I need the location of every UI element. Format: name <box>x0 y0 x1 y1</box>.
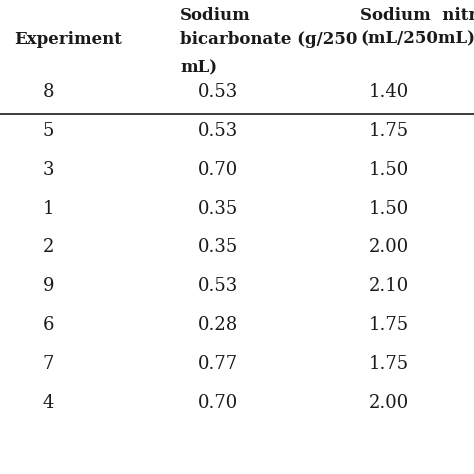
Text: Sodium: Sodium <box>180 7 251 24</box>
Text: 1.75: 1.75 <box>369 122 409 140</box>
Text: 0.28: 0.28 <box>198 316 238 334</box>
Text: 5: 5 <box>43 122 54 140</box>
Text: 2.10: 2.10 <box>369 277 409 295</box>
Text: 2.00: 2.00 <box>369 238 409 256</box>
Text: Sodium  nitrate: Sodium nitrate <box>360 7 474 24</box>
Text: 0.77: 0.77 <box>198 355 238 373</box>
Text: 0.70: 0.70 <box>198 394 238 412</box>
Text: 1.50: 1.50 <box>369 200 409 218</box>
Text: 0.53: 0.53 <box>198 122 238 140</box>
Text: 0.53: 0.53 <box>198 277 238 295</box>
Text: 8: 8 <box>43 83 54 101</box>
Text: 1.40: 1.40 <box>369 83 409 101</box>
Text: Experiment: Experiment <box>14 31 122 48</box>
Text: 1.75: 1.75 <box>369 316 409 334</box>
Text: 4: 4 <box>43 394 54 412</box>
Text: 9: 9 <box>43 277 54 295</box>
Text: 1.50: 1.50 <box>369 161 409 179</box>
Text: 3: 3 <box>43 161 54 179</box>
Text: bicarbonate (g/250: bicarbonate (g/250 <box>180 31 357 48</box>
Text: 1: 1 <box>43 200 54 218</box>
Text: 0.53: 0.53 <box>198 83 238 101</box>
Text: 7: 7 <box>43 355 54 373</box>
Text: 2.00: 2.00 <box>369 394 409 412</box>
Text: (mL/250mL): (mL/250mL) <box>360 31 474 48</box>
Text: mL): mL) <box>180 59 217 76</box>
Text: 0.35: 0.35 <box>198 200 238 218</box>
Text: 2: 2 <box>43 238 54 256</box>
Text: 0.35: 0.35 <box>198 238 238 256</box>
Text: 0.70: 0.70 <box>198 161 238 179</box>
Text: 6: 6 <box>43 316 54 334</box>
Text: 1.75: 1.75 <box>369 355 409 373</box>
